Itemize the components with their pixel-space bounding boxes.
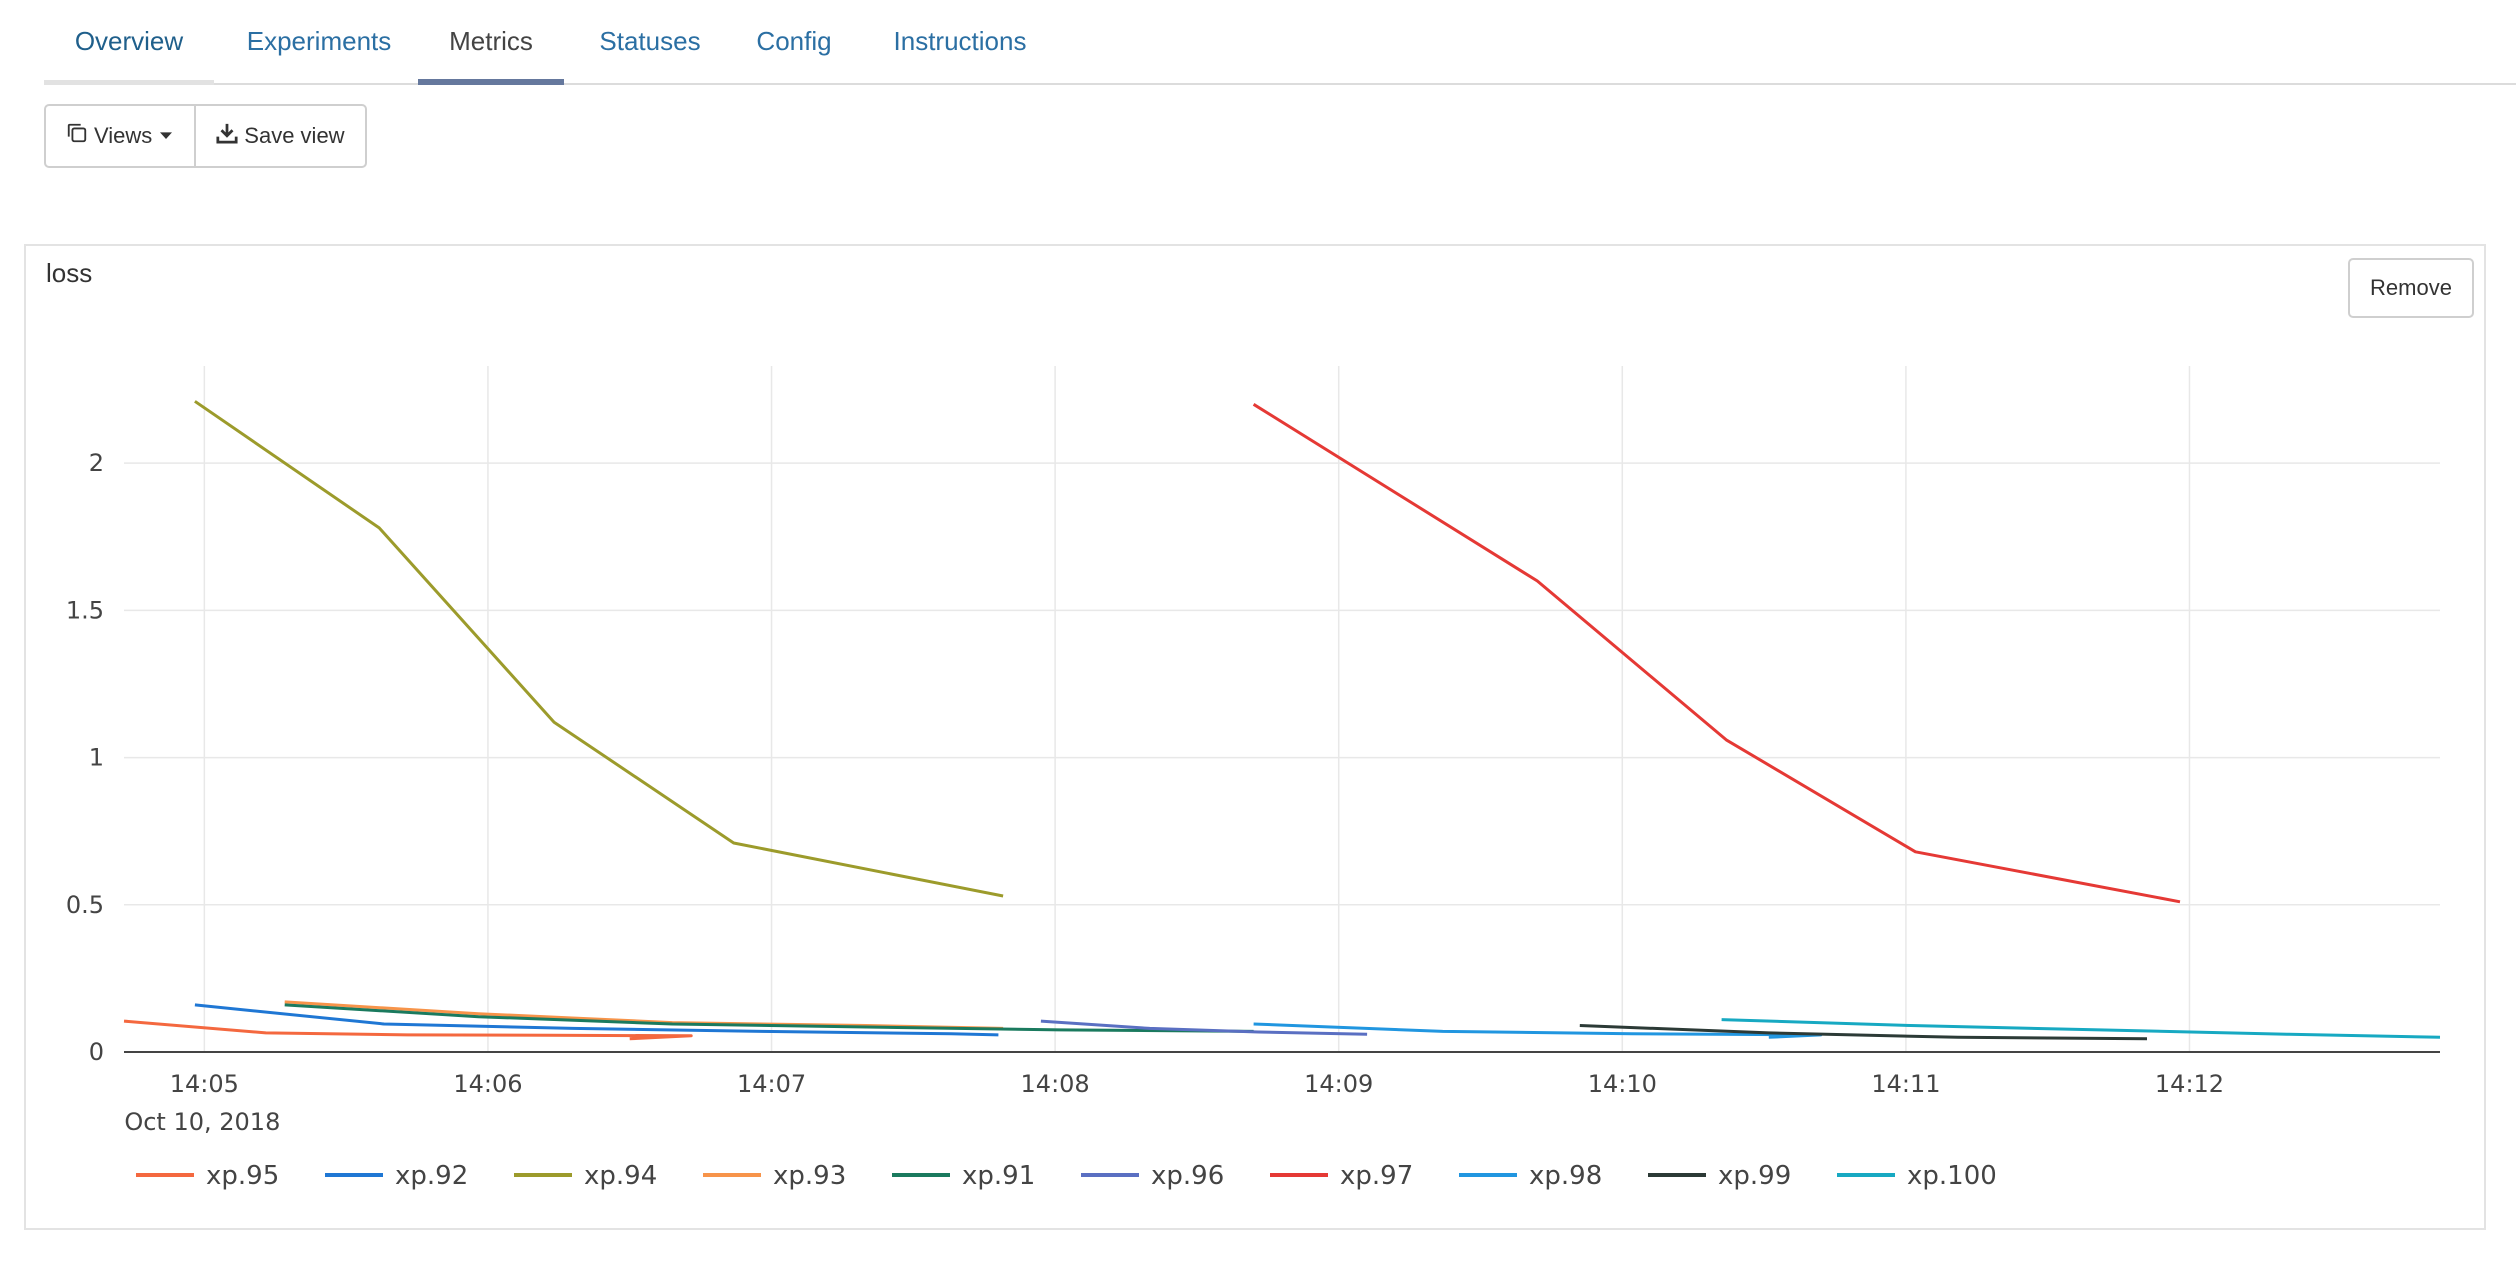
legend-item-label: xp.91 (962, 1161, 1035, 1191)
legend-item-label: xp.98 (1529, 1161, 1602, 1191)
metric-card: loss Remove 14:05 14:06 14:07 14:08 14:09 14:… (24, 244, 2486, 1230)
x-tick-label: 14:08 (1021, 1070, 1090, 1098)
x-tick-label: 14:11 (1871, 1070, 1940, 1098)
series-line-xp-100 (1721, 1018, 2441, 1039)
y-tick-label: 1.5 (66, 596, 104, 624)
legend-item-label: xp.99 (1718, 1161, 1791, 1191)
tab-bar: Overview Experiments Metrics Statuses Co… (44, 0, 2516, 85)
legend-item-label: xp.97 (1340, 1161, 1413, 1191)
series-line-xp-99 (1579, 1024, 2148, 1041)
y-tick-label: 2 (89, 449, 104, 477)
metric-title: loss (46, 258, 93, 288)
save-view-label: Save view (244, 123, 345, 148)
tab-experiments[interactable]: Experiments (246, 26, 392, 56)
y-tick-label: 0.5 (66, 891, 104, 919)
tab-instructions[interactable]: Instructions (893, 26, 1027, 56)
x-tick-label: 14:07 (737, 1070, 806, 1098)
legend-item-label: xp.96 (1151, 1161, 1224, 1191)
caret-down-icon (158, 123, 174, 149)
x-tick-label: 14:10 (1588, 1070, 1657, 1098)
save-view-button[interactable]: Save view (194, 106, 364, 166)
legend-item-label: xp.100 (1907, 1161, 1997, 1191)
view-controls: Views Save view (44, 104, 367, 168)
x-date-label: Oct 10, 2018 (124, 1108, 280, 1136)
series-line-xp-96 (1040, 1019, 1368, 1036)
series-line-xp-91 (284, 1003, 1254, 1033)
x-tick-label: 14:06 (453, 1070, 522, 1098)
y-tick-label: 0 (89, 1038, 104, 1066)
series-line-xp-98 (1253, 1022, 1823, 1039)
series-line-xp-97 (1252, 403, 2181, 904)
tab-config[interactable]: Config (756, 26, 832, 56)
series-line-xp-95 (123, 1019, 693, 1041)
tab-overview[interactable]: Overview (44, 0, 214, 85)
views-dropdown-button[interactable]: Views (46, 106, 194, 166)
legend-item-label: xp.93 (773, 1161, 846, 1191)
download-icon (216, 122, 238, 150)
series-line-xp-94 (194, 400, 1004, 898)
x-tick-label: 14:12 (2155, 1070, 2224, 1098)
copy-icon (66, 122, 88, 150)
legend-item-label: xp.95 (206, 1161, 279, 1191)
views-label: Views (94, 123, 153, 148)
legend-item-label: xp.92 (395, 1161, 468, 1191)
y-tick-label: 1 (89, 744, 104, 772)
series-line-xp-92 (194, 1003, 999, 1037)
remove-button[interactable]: Remove (2348, 258, 2474, 318)
x-tick-label: 14:05 (170, 1070, 239, 1098)
tab-metrics[interactable]: Metrics (418, 0, 564, 85)
loss-chart: 14:05 14:06 14:07 14:08 14:09 14:10 14:11 14:12… (66, 366, 2441, 1191)
x-tick-label: 14:09 (1304, 1070, 1373, 1098)
legend-item-label: xp.94 (584, 1161, 657, 1191)
tab-statuses[interactable]: Statuses (599, 26, 701, 56)
